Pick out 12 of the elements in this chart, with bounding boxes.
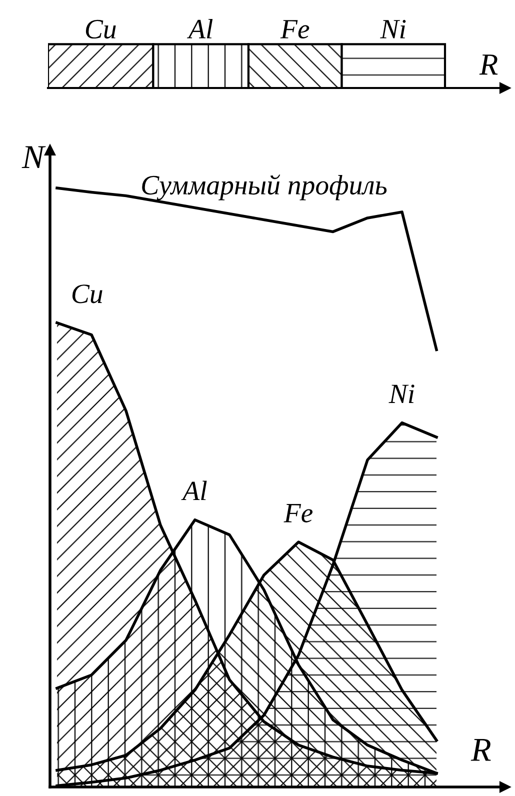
x-axis-title: R — [479, 54, 498, 75]
series-label: Fe — [284, 504, 313, 522]
y-axis-title: N — [22, 146, 46, 168]
series-label: Ni — [380, 20, 406, 38]
series-label: Cu — [72, 284, 102, 304]
series-label: Fe — [280, 20, 310, 39]
series-label: Al — [181, 480, 207, 500]
series-label: Ni — [388, 384, 414, 404]
series-label: Суммарный профиль — [142, 174, 387, 200]
series-label: Cu — [86, 20, 116, 39]
x-axis-title: R — [470, 738, 491, 761]
series-label: Al — [186, 19, 213, 38]
